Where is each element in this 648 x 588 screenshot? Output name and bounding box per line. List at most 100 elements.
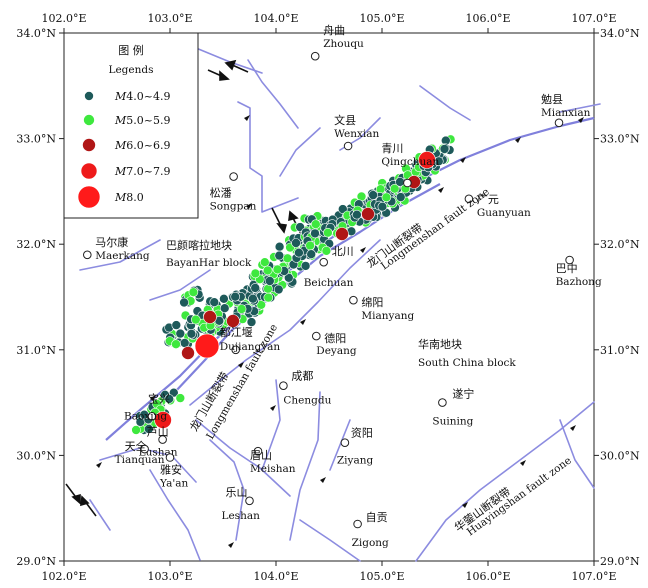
epicenter-marker <box>294 247 304 258</box>
city-marker <box>253 446 263 456</box>
lat-tick-label: 34.0°N <box>600 27 640 40</box>
epicenter-marker <box>264 276 275 286</box>
legend-item-label: M6.0~6.9 <box>114 139 170 152</box>
legend-item-label: M7.0~7.9 <box>114 165 170 178</box>
lat-tick-label: 30.0°N <box>16 449 56 462</box>
fault-line <box>559 419 595 489</box>
epicenter-marker <box>273 284 284 295</box>
lat-tick-label: 31.0°N <box>600 344 640 357</box>
legend-title-cn: 图 例 <box>118 43 144 57</box>
city-marker <box>403 178 412 188</box>
legend-swatch-m4 <box>84 91 94 101</box>
epicenter-marker <box>395 192 406 202</box>
fault-line <box>299 519 361 562</box>
epicenter-marker <box>306 249 317 259</box>
epicenter-marker <box>274 241 285 252</box>
epicenter-marker <box>305 240 315 251</box>
epicenter-marker <box>203 310 217 324</box>
fault-line <box>261 379 281 471</box>
epicenter-marker <box>219 293 229 304</box>
fault-line <box>149 469 201 561</box>
epicenter-marker <box>272 264 283 275</box>
epicenter-marker <box>188 287 199 298</box>
lon-tick-label: 105.0°E <box>359 12 404 25</box>
lat-tick-labels-left: 34.0°N 33.0°N 32.0°N 31.0°N 30.0°N 29.0°… <box>16 27 56 568</box>
lon-tick-label: 104.0°E <box>253 12 298 25</box>
city-marker <box>229 172 238 181</box>
city-label-en: Suining <box>432 416 473 428</box>
city-label-cn: 自贡 <box>366 511 388 524</box>
fault-line <box>559 103 601 113</box>
city-marker <box>353 519 362 529</box>
fault-line <box>289 391 321 541</box>
epicenter-marker <box>368 190 378 200</box>
epicenter-marker <box>154 411 172 429</box>
city-label-en: Deyang <box>316 345 357 357</box>
lon-tick-label: 103.0°E <box>147 12 192 25</box>
city-marker <box>340 438 350 448</box>
epicenter-marker <box>191 314 201 325</box>
city-label-en: Chengdu <box>283 395 331 407</box>
fault-line <box>99 447 197 483</box>
epicenter-marker <box>337 204 348 214</box>
city-marker <box>319 257 329 267</box>
epicenter-marker <box>274 250 285 261</box>
lon-tick-label: 103.0°E <box>147 570 192 583</box>
lat-tick-label: 32.0°N <box>16 238 56 251</box>
city-label-cn: 乐山 <box>226 486 248 499</box>
epicenter-marker <box>144 424 154 434</box>
legend-item-label: M4.0~4.9 <box>114 90 170 103</box>
city-marker <box>83 250 92 260</box>
epicenter-marker <box>164 394 174 404</box>
fault-line <box>89 499 111 531</box>
city-marker <box>343 141 353 151</box>
city-marker <box>279 381 288 391</box>
epicenter-marker <box>226 314 240 328</box>
city-marker <box>565 255 574 265</box>
city-label-cn: 北川 <box>332 245 354 258</box>
epicenter-marker <box>377 201 388 212</box>
city-label-en: Ziyang <box>337 455 374 467</box>
city-label-cn: 巴中 <box>556 262 578 275</box>
city-label-en: Guanyuan <box>477 207 531 219</box>
legend-title-en: Legends <box>109 64 154 76</box>
city-marker <box>464 194 474 204</box>
fault-line <box>237 101 299 213</box>
earthquake-epicenters <box>131 134 456 435</box>
fault-line <box>247 59 299 129</box>
epicenter-marker <box>389 183 400 194</box>
city-marker <box>158 435 167 444</box>
epicenter-marker <box>171 320 182 330</box>
epicenter-marker <box>250 283 260 293</box>
lon-tick-label: 107.0°E <box>571 570 616 583</box>
city-marker <box>231 345 240 355</box>
city-marker <box>349 295 358 305</box>
epicenter-marker <box>246 317 257 327</box>
epicenter-marker <box>175 328 186 339</box>
fault-line <box>329 419 351 471</box>
lat-tick-labels-right: 34.0°N 33.0°N 32.0°N 31.0°N 30.0°N 29.0°… <box>600 27 640 568</box>
city-label-en: Songpan <box>210 201 257 213</box>
epicenter-marker <box>361 207 375 221</box>
epicenter-marker <box>321 246 332 256</box>
epicenter-marker <box>250 268 261 279</box>
city-marker <box>438 398 447 407</box>
city-label-cn: 眉山 <box>250 449 272 462</box>
city-label-cn: 青川 <box>381 142 403 155</box>
lat-tick-label: 30.0°N <box>600 449 640 462</box>
epicenter-marker <box>131 425 141 435</box>
city-label-cn: 绵阳 <box>361 295 383 309</box>
epicenter-marker <box>179 297 189 308</box>
lon-tick-labels-top: 102.0°E 103.0°E 104.0°E 105.0°E 106.0°E … <box>41 12 616 25</box>
legend-swatch-m7 <box>80 162 98 180</box>
epicenter-marker <box>335 227 349 241</box>
block-label-en: South China block <box>418 357 516 369</box>
epicenter-marker <box>418 151 436 169</box>
city-label-cn: 资阳 <box>351 427 373 440</box>
city-label-cn: 广元 <box>477 193 499 206</box>
city-label-en: Leshan <box>222 510 261 522</box>
fault-line <box>189 239 381 406</box>
block-label-en: BayanHar block <box>166 257 252 269</box>
